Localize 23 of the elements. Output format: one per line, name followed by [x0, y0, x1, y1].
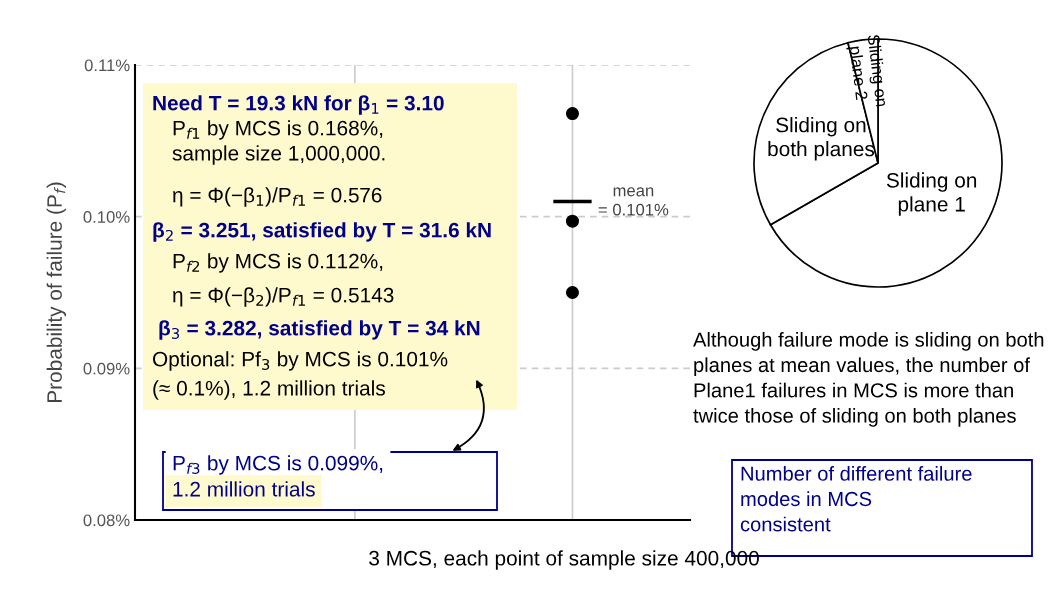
- annotation: sample size 1,000,000.: [172, 145, 385, 165]
- y-tick-label: 0.10%: [83, 211, 130, 223]
- annotation: (≈ 0.1%), 1.2 million trials: [153, 380, 385, 400]
- text: Although failure mode is sliding on both planes at mean values, the number of Plane1 failures in MCS is more than twice those of sliding on both planes: [693, 332, 1044, 427]
- annotation: β$_{2}$ = 3.251, satisfied by T = 31.6 kN: [153, 222, 491, 242]
- annotation: Need T = 19.3 kN for β$_{1}$ = 3.10: [153, 95, 444, 115]
- slice-label: Sliding on both planes: [768, 117, 875, 161]
- annotation: η = Φ(−β$_{1}$)/P$_{f1}$ = 0.576: [173, 187, 382, 207]
- y-tick-label: 0.08%: [83, 514, 130, 527]
- y-axis-title: Probability of failure (P$_{f}$): [46, 182, 67, 403]
- annotation: η = Φ(−β$_{2}$)/P$_{f1}$ = 0.5143: [173, 287, 394, 307]
- annotation: 1.2 million trials: [173, 481, 315, 497]
- x-axis-title: 3 MCS, each point of sample size 400,000: [369, 550, 759, 570]
- text: Number of different failure modes in MCS consistent: [740, 466, 972, 532]
- y-tick-label: 0.11%: [84, 59, 130, 72]
- annotation: P$_{f1}$ by MCS is 0.168%,: [173, 120, 383, 140]
- slice-label: Sliding on plane 1: [886, 172, 977, 216]
- annotation: P$_{f2}$ by MCS is 0.112%,: [173, 253, 383, 273]
- annotation: P$_{f3}$ by MCS is 0.099%,: [173, 455, 383, 475]
- y-tick-label: 0.09%: [83, 362, 130, 375]
- ref-line-label: mean = 0.101%: [598, 187, 669, 216]
- annotation: β$_{3}$ = 3.282, satisfied by T = 34 kN: [159, 320, 480, 340]
- annotation: Optional: Pf$_{3}$ by MCS is 0.101%: [152, 351, 448, 371]
